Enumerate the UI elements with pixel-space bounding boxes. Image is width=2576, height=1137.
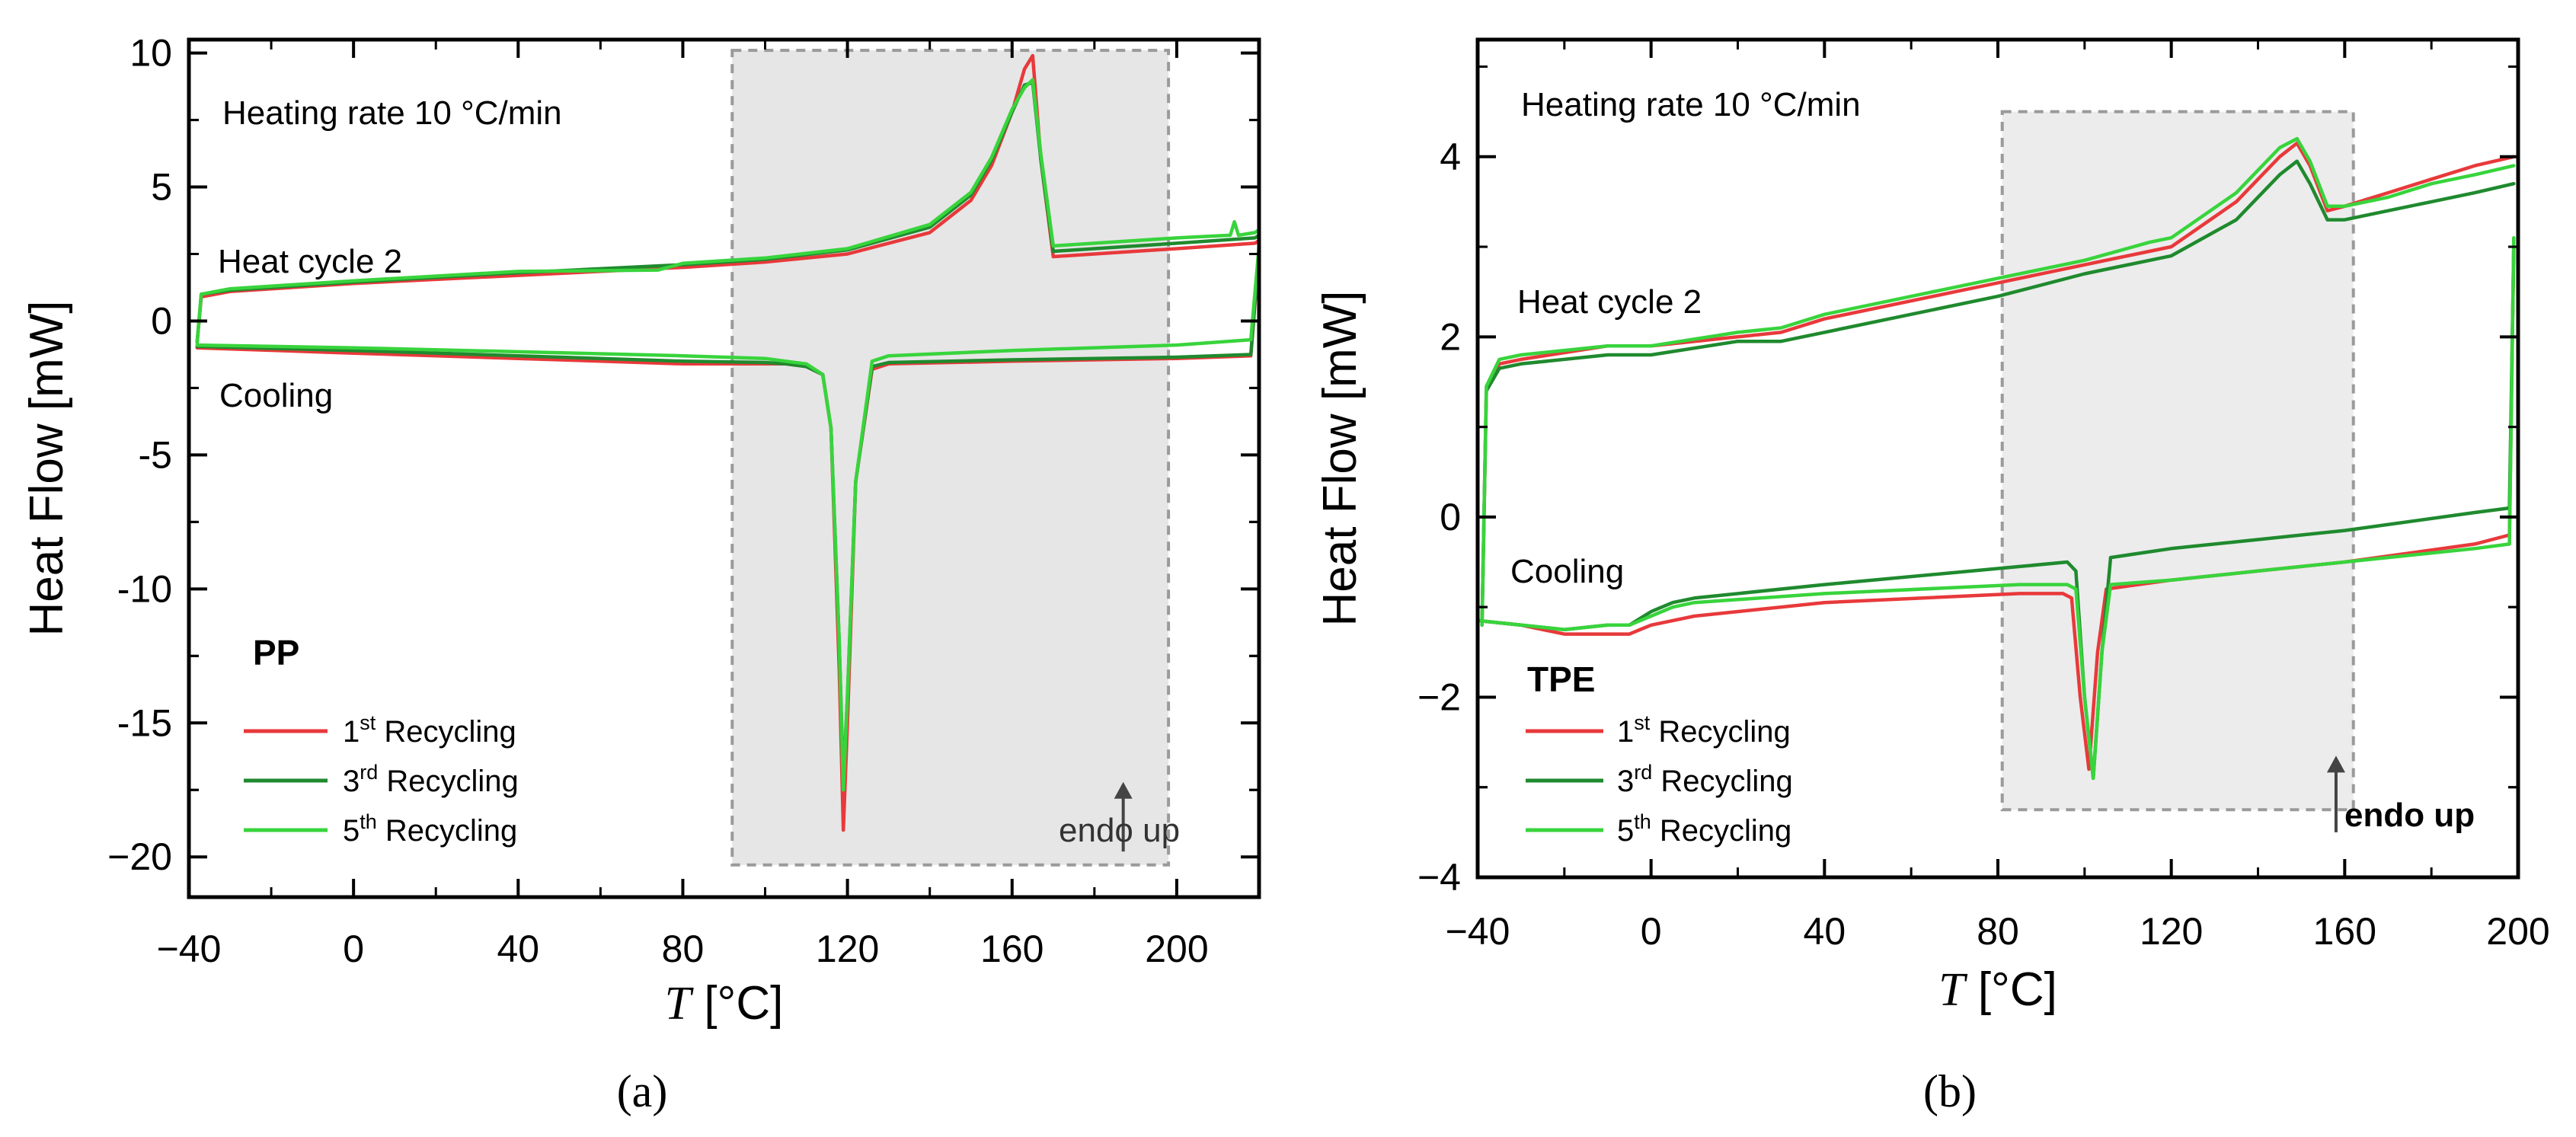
y-axis-label: Heat Flow [mW]	[1314, 291, 1366, 627]
sample-label: PP	[253, 633, 299, 672]
y-tick-label: 0	[151, 299, 172, 342]
endo-arrow-icon	[2326, 755, 2345, 773]
y-axis-label: Heat Flow [mW]	[21, 301, 73, 637]
legend-ordinal-suffix: th	[1634, 810, 1651, 833]
plot-frame	[187, 37, 1261, 899]
highlight-region	[730, 49, 1171, 867]
x-axis-label: T [°C]	[665, 977, 784, 1030]
y-tick-label: −2	[1417, 675, 1461, 718]
series-line-heating-1st	[1480, 141, 2516, 628]
legend-entry: 3rd Recycling	[1617, 761, 1793, 798]
x-tick-label: 120	[2140, 910, 2203, 953]
legend-entry: 5th Recycling	[343, 810, 517, 848]
x-tick-label: 80	[662, 928, 705, 970]
x-tick-label: 120	[816, 928, 879, 970]
legend-ordinal: 5	[343, 814, 360, 848]
x-tick-label: 200	[2486, 910, 2549, 953]
legend-text: Recycling	[378, 765, 519, 798]
legend-ordinal-suffix: rd	[360, 761, 378, 784]
panel-caption: (a)	[617, 1066, 668, 1116]
panel-b: −40 0 40 80 120 160 200 4 2 0 −2 −4 Heat Flow [mW] T …	[1314, 37, 2550, 1116]
x-tick-label: 0	[343, 928, 364, 970]
legend-ordinal-suffix: rd	[1634, 761, 1652, 784]
legend-ordinal: 3	[1617, 765, 1634, 798]
y-tick-label: -5	[139, 433, 172, 476]
series-line-cooling-5th	[1475, 235, 2516, 781]
x-axis-label-var: T	[1938, 964, 1968, 1016]
y-tick-label: -10	[117, 567, 172, 610]
legend-text: Recycling	[376, 715, 516, 749]
legend-entry: 1st Recycling	[343, 711, 516, 749]
endo-arrow-icon	[1114, 781, 1133, 799]
x-tick-label: 80	[1977, 910, 2019, 953]
legend-text: Recycling	[1651, 814, 1792, 848]
x-tick-label: 40	[1804, 910, 1846, 953]
legend-ordinal-suffix: st	[1634, 711, 1651, 734]
series-line-heating-3rd	[1480, 159, 2516, 628]
sample-label: TPE	[1527, 660, 1595, 699]
legend-text: Recycling	[1652, 765, 1793, 798]
x-tick-label: −40	[157, 928, 222, 970]
heat-cycle-annotation: Heat cycle 2	[218, 243, 402, 280]
y-tick-label: 5	[151, 166, 172, 209]
y-tick-label: 4	[1440, 136, 1461, 178]
y-tick-label: −4	[1417, 856, 1461, 899]
legend-entry: 1st Recycling	[1617, 711, 1791, 749]
y-tick-label: 10	[129, 32, 172, 75]
x-axis-label-unit: [°C]	[691, 977, 783, 1030]
x-tick-label: 0	[1641, 910, 1662, 953]
panel-a: −40 0 40 80 120 160 200 10 5 0 -5 -10 -15 −20 Heat Flo…	[21, 32, 1261, 1116]
x-tick-label: −40	[1446, 910, 1510, 953]
x-axis-label: T [°C]	[1938, 963, 2057, 1016]
heating-rate-annotation: Heating rate 10 °C/min	[222, 94, 562, 132]
series-line-heating-5th	[195, 78, 1261, 344]
legend-ordinal: 1	[1617, 715, 1634, 749]
cooling-annotation: Cooling	[1510, 553, 1624, 590]
legend-entry: 3rd Recycling	[343, 761, 519, 798]
legend-ordinal: 1	[343, 715, 360, 749]
x-axis-label-var: T	[665, 978, 695, 1030]
heating-rate-annotation: Heating rate 10 °C/min	[1521, 86, 1861, 123]
x-tick-label: 160	[980, 928, 1044, 970]
series-line-cooling-5th	[195, 244, 1261, 792]
endo-up-label: endo up	[1059, 812, 1180, 849]
y-tick-label: 2	[1440, 315, 1461, 358]
legend-ordinal: 5	[1617, 814, 1634, 848]
heat-cycle-annotation: Heat cycle 2	[1517, 283, 1702, 321]
x-axis-label-unit: [°C]	[1965, 963, 2057, 1016]
legend-text: Recycling	[377, 814, 518, 848]
y-tick-label: 0	[1440, 496, 1461, 538]
legend-entry: 5th Recycling	[1617, 810, 1791, 848]
legend-text: Recycling	[1650, 715, 1791, 749]
legend-ordinal-suffix: th	[360, 810, 377, 833]
cooling-annotation: Cooling	[219, 377, 333, 414]
endo-up-label: endo up	[2344, 797, 2475, 834]
legend-ordinal-suffix: st	[360, 711, 376, 734]
series-line-heating-5th	[1480, 136, 2516, 628]
x-tick-label: 40	[497, 928, 539, 970]
y-tick-label: -15	[117, 701, 172, 744]
x-tick-label: 200	[1145, 928, 1208, 970]
legend-ordinal: 3	[343, 765, 360, 798]
y-tick-label: −20	[107, 835, 172, 878]
x-tick-label: 160	[2313, 910, 2376, 953]
panel-caption: (b)	[1923, 1066, 1977, 1116]
highlight-region	[2000, 110, 2355, 812]
